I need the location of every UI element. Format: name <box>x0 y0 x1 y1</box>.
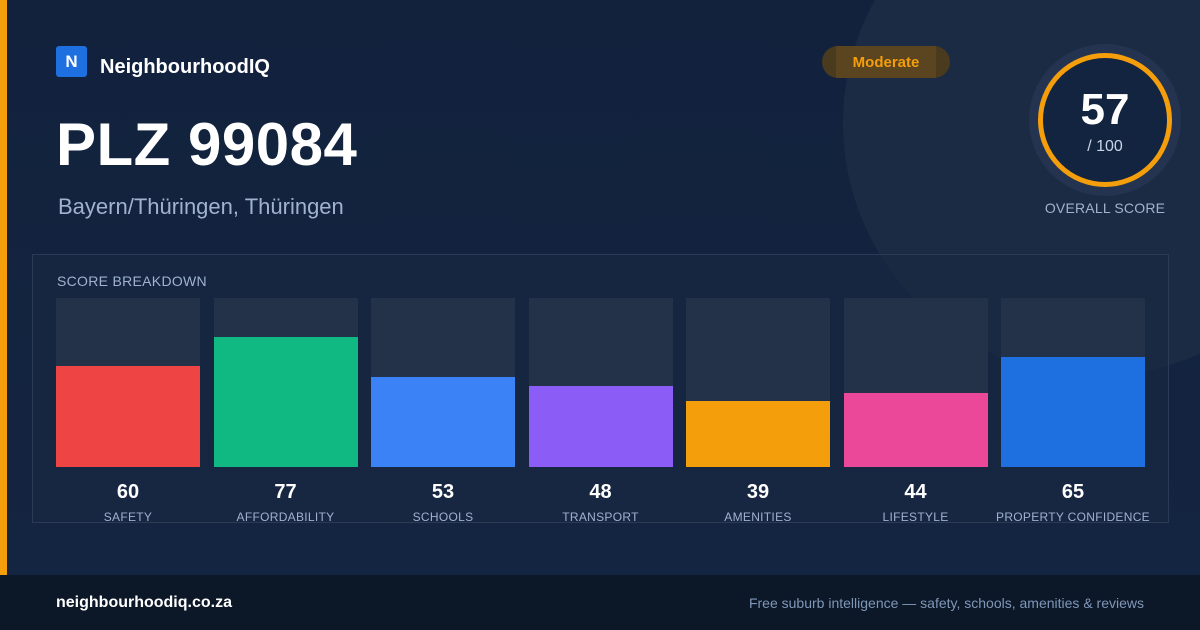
bar-value-label: 60 <box>116 481 140 503</box>
overall-score-max: / 100 <box>1087 138 1123 155</box>
bar-category-label: SCHOOLS <box>412 510 474 524</box>
status-badge: Moderate <box>822 46 950 78</box>
card-main: N NeighbourhoodIQ PLZ 99084 Bayern/Thüri… <box>0 0 1200 575</box>
bar-column-safety: 60 SAFETY <box>56 298 200 524</box>
bar <box>371 377 515 467</box>
bar-column-amenities: 39 AMENITIES <box>686 298 830 524</box>
bar <box>528 385 673 467</box>
accent-bar <box>0 0 7 575</box>
bar-column-transport: 48 TRANSPORT <box>528 298 673 524</box>
page-title: PLZ 99084 <box>56 111 358 178</box>
bar-track <box>843 298 988 467</box>
overall-score-value: 57 <box>1080 85 1130 134</box>
footer-tagline: Free suburb intelligence — safety, schoo… <box>748 595 1144 611</box>
status-badge-label: Moderate <box>852 53 920 71</box>
bar-category-label: LIFESTYLE <box>882 510 949 524</box>
bar <box>56 365 200 467</box>
bar-category-label: AFFORDABILITY <box>236 510 335 524</box>
bar-category-label: AMENITIES <box>724 510 792 524</box>
brand-name: NeighbourhoodIQ <box>100 56 270 78</box>
overall-score-label: OVERALL SCORE <box>1044 200 1166 216</box>
footer: neighbourhoodiq.co.za Free suburb intell… <box>0 575 1200 630</box>
bar-column-schools: 53 SCHOOLS <box>371 298 515 524</box>
bar-category-label: PROPERTY CONFIDENCE <box>996 510 1150 524</box>
bar-track <box>56 298 200 467</box>
location-subtitle: Bayern/Thüringen, Thüringen <box>58 194 344 219</box>
brand-logo-icon: N <box>56 46 87 77</box>
bar-value-label: 48 <box>589 481 612 503</box>
bar <box>213 336 358 467</box>
bar-value-label: 65 <box>1061 481 1085 503</box>
bar-value-label: 77 <box>274 481 297 503</box>
bar-track <box>371 298 515 467</box>
bar-track <box>1001 298 1145 467</box>
overall-score-ring: 57 / 100 <box>1029 44 1181 196</box>
breakdown-heading: SCORE BREAKDOWN <box>57 273 207 289</box>
bar-column-lifestyle: 44 LIFESTYLE <box>843 298 988 524</box>
bar-column-affordability: 77 AFFORDABILITY <box>213 298 358 524</box>
bar <box>843 392 988 467</box>
bar-track <box>686 298 830 467</box>
bar-column-property-confidence: 65 PROPERTY CONFIDENCE <box>996 298 1150 524</box>
bar-category-label: TRANSPORT <box>562 510 639 524</box>
bar <box>686 401 830 467</box>
bar <box>1001 357 1145 467</box>
footer-url[interactable]: neighbourhoodiq.co.za <box>56 594 232 611</box>
score-breakdown-panel: SCORE BREAKDOWN 60 SAFETY 77 AFFORDABILITY 5… <box>32 254 1169 524</box>
bar-track <box>528 298 673 467</box>
bar-track <box>213 298 358 467</box>
bar-value-label: 44 <box>904 481 927 503</box>
bar-value-label: 53 <box>431 481 455 503</box>
bar-value-label: 39 <box>746 481 770 503</box>
bar-category-label: SAFETY <box>103 510 153 524</box>
